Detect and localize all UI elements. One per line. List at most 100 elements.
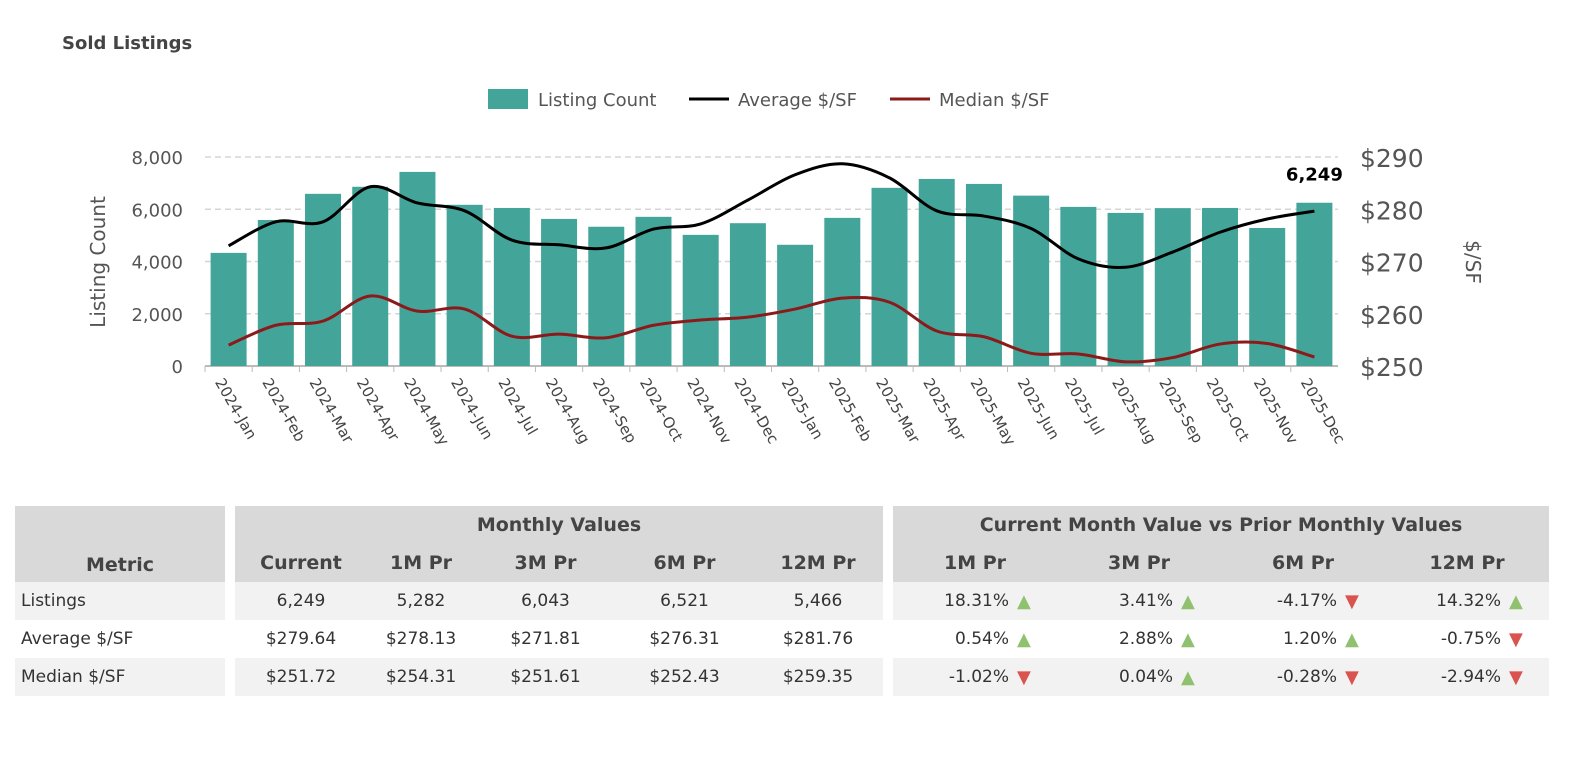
x-tick-label: 2025-Jan <box>778 375 827 442</box>
x-tick-label: 2024-Aug <box>542 375 594 447</box>
table-row: Median $/SF $251.72 $254.31 $251.61 $252.43 $… <box>15 658 1549 696</box>
y2-axis-label: $/SF <box>1461 240 1485 284</box>
x-tick-label: 2024-Jul <box>494 375 541 438</box>
x-tick-label: 2025-Jun <box>1014 375 1064 443</box>
y2-tick-label: $250 <box>1360 353 1424 382</box>
x-tick-label: 2025-Mar <box>872 375 924 447</box>
x-tick-label: 2024-Jan <box>211 375 260 442</box>
value-cell: 6,521 <box>616 582 753 620</box>
change-cell: 0.04% <box>1057 658 1181 696</box>
up-triangle-icon: ▲ <box>1345 628 1359 650</box>
x-tick-label: 2025-Feb <box>825 375 876 445</box>
change-cell: -2.94% <box>1385 658 1509 696</box>
up-triangle-icon: ▲ <box>1017 628 1031 650</box>
table-row: Average $/SF $279.64 $278.13 $271.81 $276.31… <box>15 620 1549 658</box>
metric-name: Listings <box>15 582 225 620</box>
x-tick-label: 2025-Apr <box>919 375 970 445</box>
value-cell: $252.43 <box>616 658 753 696</box>
x-tick-label: 2025-Dec <box>1297 375 1349 447</box>
value-cell: 5,466 <box>753 582 883 620</box>
y-tick-label: 8,000 <box>131 148 183 169</box>
bar <box>305 193 342 366</box>
metric-header: Metric <box>15 506 225 582</box>
bar <box>541 218 578 366</box>
change-cell: 3.41% <box>1057 582 1181 620</box>
value-cell: $254.31 <box>367 658 475 696</box>
bar <box>871 187 908 366</box>
x-tick-label: 2024-Apr <box>353 375 404 445</box>
value-cell: $279.64 <box>265 629 337 649</box>
bar <box>1013 195 1050 366</box>
legend-label: Average $/SF <box>738 90 857 111</box>
x-tick-label: 2025-Oct <box>1203 375 1254 445</box>
bar <box>1107 212 1144 366</box>
value-cell: $259.35 <box>753 658 883 696</box>
change-cell: -4.17% <box>1221 582 1345 620</box>
change-cell: 14.32% <box>1385 582 1509 620</box>
y2-tick-label: $280 <box>1360 196 1424 225</box>
change-cell: -1.02% <box>893 658 1017 696</box>
value-cell: $281.76 <box>782 629 854 649</box>
value-cell: $251.72 <box>235 658 367 696</box>
average-line <box>227 162 1315 269</box>
x-tick-label: 2024-Dec <box>730 375 782 447</box>
column-header: 3M Pr <box>1057 544 1221 582</box>
bar <box>729 223 766 366</box>
x-tick-label: 2024-Mar <box>306 375 358 447</box>
value-cell: $276.31 <box>649 629 720 649</box>
bar <box>1060 206 1097 366</box>
up-triangle-icon: ▲ <box>1181 658 1221 696</box>
y2-tick-label: $290 <box>1360 144 1424 173</box>
data-label: 6,249 <box>1286 165 1343 186</box>
change-cell: -0.28% <box>1221 658 1345 696</box>
bar <box>824 217 861 366</box>
column-header: 12M Pr <box>1385 544 1549 582</box>
up-triangle-icon: ▲ <box>1181 628 1195 650</box>
x-tick-label: 2024-May <box>400 375 453 449</box>
bar <box>1154 208 1191 366</box>
monthly-values-header: Monthly Values <box>235 506 883 544</box>
legend-swatch-listing-count <box>488 89 528 109</box>
change-cell: 1.20% <box>1282 629 1337 649</box>
x-tick-label: 2025-May <box>966 375 1019 449</box>
value-cell: $278.13 <box>385 629 457 649</box>
column-header: 3M Pr <box>475 544 616 582</box>
y2-tick-label: $270 <box>1360 249 1424 278</box>
y-tick-label: 0 <box>172 357 183 378</box>
up-triangle-icon: ▲ <box>1181 582 1221 620</box>
change-cell: -0.75% <box>1440 629 1501 649</box>
value-cell: 6,043 <box>475 582 616 620</box>
table-row: Listings 6,249 5,282 6,043 6,521 5,466 18.31% ▲… <box>15 582 1549 620</box>
value-cell: 5,282 <box>367 582 475 620</box>
x-tick-label: 2025-Jul <box>1061 375 1108 438</box>
bar <box>965 183 1002 366</box>
panel-title: Sold Listings <box>62 33 193 54</box>
x-tick-label: 2025-Sep <box>1155 375 1207 446</box>
value-cell: $251.61 <box>475 658 616 696</box>
bar <box>918 178 955 366</box>
y-tick-label: 6,000 <box>131 200 183 221</box>
down-triangle-icon: ▼ <box>1017 658 1057 696</box>
bar <box>352 186 389 366</box>
column-header: 6M Pr <box>1221 544 1385 582</box>
x-tick-label: 2024-Nov <box>683 375 735 447</box>
legend-label: Median $/SF <box>939 90 1050 111</box>
change-cell: 0.54% <box>954 629 1009 649</box>
comparison-header: Current Month Value vs Prior Monthly Val… <box>893 506 1549 544</box>
y-tick-label: 4,000 <box>131 253 183 274</box>
x-tick-label: 2024-Feb <box>258 375 309 445</box>
down-triangle-icon: ▼ <box>1345 658 1385 696</box>
metric-name: Median $/SF <box>15 658 225 696</box>
down-triangle-icon: ▼ <box>1345 582 1385 620</box>
bar <box>399 171 436 366</box>
metrics-table: Metric Monthly Values Current Month Valu… <box>15 506 1549 696</box>
column-header: 12M Pr <box>753 544 883 582</box>
sold-listings-chart: 0 $250 2,000 $260 4,000 $270 6,000 $280 8,000 $29… <box>86 89 1485 449</box>
x-tick-label: 2024-Jun <box>447 375 497 443</box>
x-tick-label: 2025-Aug <box>1108 375 1160 447</box>
metric-name: Average $/SF <box>21 629 134 649</box>
up-triangle-icon: ▲ <box>1017 582 1057 620</box>
column-header: 1M Pr <box>367 544 475 582</box>
y-axis-label: Listing Count <box>86 196 110 328</box>
